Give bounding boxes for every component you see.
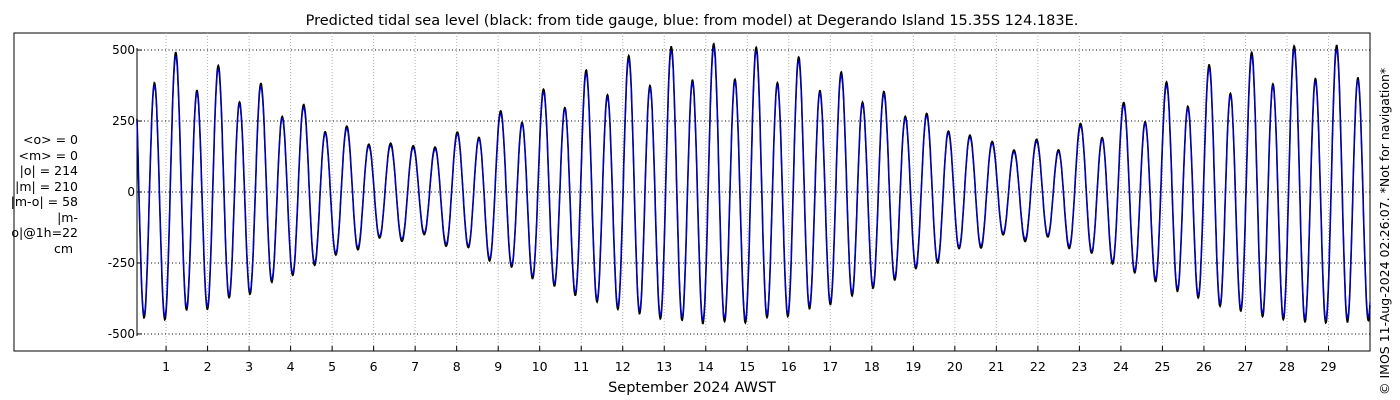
chart-title: Predicted tidal sea level (black: from t… bbox=[306, 13, 1079, 29]
x-tick-label: 2 bbox=[204, 359, 212, 374]
x-tick-label: 28 bbox=[1279, 359, 1295, 374]
plot-frame bbox=[13, 32, 1371, 352]
x-tick-label: 10 bbox=[532, 359, 548, 374]
x-tick-label: 23 bbox=[1071, 359, 1087, 374]
x-axis: 1 2 3 4 5 6 7 8 9 10 11 12 13 14 15 16 17 18 19 20 21 22 23 24 2… bbox=[162, 346, 1336, 374]
x-tick-label: 5 bbox=[328, 359, 336, 374]
x-tick-label: 25 bbox=[1154, 359, 1170, 374]
x-tick-label: 6 bbox=[370, 359, 378, 374]
series-line-model bbox=[136, 46, 1371, 321]
stat-abs-diff-1h: |m-o|@1h=22 bbox=[11, 209, 78, 241]
x-tick-label: 7 bbox=[411, 359, 419, 374]
x-tick-label: 19 bbox=[905, 359, 921, 374]
x-tick-label: 27 bbox=[1238, 359, 1254, 374]
y-axis: 500 250 0 -250 -500 bbox=[108, 43, 142, 341]
x-tick-label: 18 bbox=[864, 359, 880, 374]
x-tick-label: 17 bbox=[822, 359, 838, 374]
x-tick-label: 20 bbox=[947, 359, 963, 374]
x-tick-label: 21 bbox=[988, 359, 1004, 374]
stat-mean-obs: <o> = 0 bbox=[23, 132, 78, 147]
stat-unit: cm bbox=[54, 240, 74, 256]
x-tick-label: 8 bbox=[453, 359, 461, 374]
x-tick-label: 3 bbox=[245, 359, 253, 374]
y-grid bbox=[137, 49, 1370, 335]
x-tick-label: 22 bbox=[1030, 359, 1046, 374]
x-tick-label: 14 bbox=[698, 359, 714, 374]
x-tick-label: 11 bbox=[573, 359, 589, 374]
statistics-panel: <o> = 0 <m> = 0 |o| = 214 |m| = 210 |m-o… bbox=[8, 132, 138, 256]
stat-abs-diff: |m-o| = 58 bbox=[10, 194, 78, 209]
series-group bbox=[136, 42, 1371, 325]
x-axis-label: September 2024 AWST bbox=[608, 380, 776, 396]
x-tick-label: 12 bbox=[615, 359, 631, 374]
y-tick-label: 500 bbox=[112, 43, 135, 57]
x-tick-label: 29 bbox=[1321, 359, 1337, 374]
x-tick-label: 15 bbox=[739, 359, 755, 374]
y-tick-label: 0 bbox=[127, 185, 135, 199]
x-tick-label: 4 bbox=[287, 359, 295, 374]
stat-mean-model: <m> = 0 bbox=[18, 147, 79, 163]
x-tick-label: 1 bbox=[162, 359, 170, 374]
x-tick-label: 9 bbox=[494, 359, 502, 374]
y-tick-label: 250 bbox=[112, 114, 135, 128]
stat-abs-model: |m| = 210 bbox=[15, 178, 78, 194]
x-tick-label: 16 bbox=[781, 359, 797, 374]
x-tick-label: 24 bbox=[1113, 359, 1129, 374]
x-tick-label: 26 bbox=[1196, 359, 1212, 374]
y-tick-label: -500 bbox=[108, 327, 135, 341]
x-tick-label: 13 bbox=[656, 359, 672, 374]
stat-abs-obs: |o| = 214 bbox=[19, 163, 78, 178]
credit-text: © IMOS 11-Aug-2024 02:26:07. *Not for na… bbox=[1377, 67, 1392, 395]
y-tick-label: -250 bbox=[108, 256, 135, 270]
